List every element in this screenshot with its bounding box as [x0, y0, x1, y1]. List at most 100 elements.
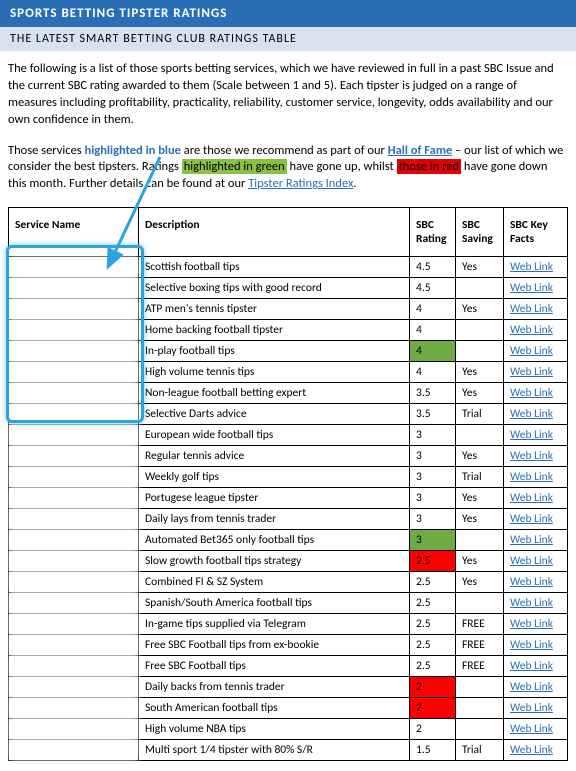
cell-service [9, 551, 139, 572]
cell-rating: 4.5 [410, 278, 456, 299]
web-link[interactable]: Web Link [510, 428, 553, 442]
cell-facts: Web Link [504, 530, 568, 551]
cell-saving: FREE [456, 614, 504, 635]
web-link[interactable]: Web Link [510, 722, 553, 736]
cell-facts: Web Link [504, 404, 568, 425]
cell-saving: FREE [456, 635, 504, 656]
cell-desc: Non-league football betting expert [139, 383, 410, 404]
th-facts: SBC Key Facts [504, 208, 568, 257]
table-row: Slow growth football tips strategy2.5Yes… [9, 551, 568, 572]
cell-rating: 3 [410, 530, 456, 551]
cell-rating: 2.5 [410, 614, 456, 635]
web-link[interactable]: Web Link [510, 512, 553, 526]
web-link[interactable]: Web Link [510, 323, 553, 337]
web-link[interactable]: Web Link [510, 743, 553, 757]
cell-desc: Daily lays from tennis trader [139, 509, 410, 530]
cell-saving: Yes [456, 362, 504, 383]
cell-saving [456, 677, 504, 698]
cell-service [9, 278, 139, 299]
web-link[interactable]: Web Link [510, 533, 553, 547]
table-row: Free SBC Football tips from ex-bookie2.5… [9, 635, 568, 656]
highlight-green: highlighted in green [182, 159, 287, 174]
cell-desc: Home backing football tipster [139, 320, 410, 341]
web-link[interactable]: Web Link [510, 617, 553, 631]
cell-rating: 2 [410, 677, 456, 698]
web-link[interactable]: Web Link [510, 260, 553, 274]
cell-rating: 2 [410, 719, 456, 740]
cell-facts: Web Link [504, 320, 568, 341]
cell-rating: 2.5 [410, 635, 456, 656]
cell-saving [456, 425, 504, 446]
cell-service [9, 593, 139, 614]
cell-desc: Multi sport 1/4 tipster with 80% S/R [139, 740, 410, 761]
th-saving: SBC Saving [456, 208, 504, 257]
cell-desc: Free SBC Football tips [139, 656, 410, 677]
table-row: High volume tennis tips4YesWeb Link [9, 362, 568, 383]
intro-section: The following is a list of those sports … [0, 51, 576, 193]
cell-facts: Web Link [504, 446, 568, 467]
web-link[interactable]: Web Link [510, 302, 553, 316]
tipster-index-link[interactable]: Tipster Ratings Index [248, 176, 353, 191]
cell-desc: Regular tennis advice [139, 446, 410, 467]
cell-desc: Spanish/South America football tips [139, 593, 410, 614]
web-link[interactable]: Web Link [510, 281, 553, 295]
cell-saving: Yes [456, 572, 504, 593]
cell-desc: Weekly golf tips [139, 467, 410, 488]
cell-desc: Portugese league tipster [139, 488, 410, 509]
cell-desc: In-play football tips [139, 341, 410, 362]
table-row: Scottish football tips4.5YesWeb Link [9, 257, 568, 278]
cell-rating: 4.5 [410, 257, 456, 278]
cell-facts: Web Link [504, 509, 568, 530]
cell-rating: 3 [410, 488, 456, 509]
web-link[interactable]: Web Link [510, 470, 553, 484]
th-service: Service Name [9, 208, 139, 257]
hall-of-fame-link[interactable]: Hall of Fame [388, 143, 453, 158]
cell-facts: Web Link [504, 593, 568, 614]
web-link[interactable]: Web Link [510, 407, 553, 421]
cell-rating: 4 [410, 362, 456, 383]
cell-service [9, 320, 139, 341]
cell-saving: Trial [456, 404, 504, 425]
cell-saving: FREE [456, 656, 504, 677]
web-link[interactable]: Web Link [510, 596, 553, 610]
web-link[interactable]: Web Link [510, 659, 553, 673]
cell-facts: Web Link [504, 488, 568, 509]
intro-text: are those we recommend as part of our [181, 143, 388, 158]
intro-text: . [353, 176, 356, 191]
cell-desc: European wide football tips [139, 425, 410, 446]
web-link[interactable]: Web Link [510, 554, 553, 568]
web-link[interactable]: Web Link [510, 386, 553, 400]
web-link[interactable]: Web Link [510, 638, 553, 652]
intro-p1: The following is a list of those sports … [8, 61, 568, 129]
cell-desc: Free SBC Football tips from ex-bookie [139, 635, 410, 656]
th-rating: SBC Rating [410, 208, 456, 257]
table-row: Combined FI & SZ System2.5YesWeb Link [9, 572, 568, 593]
table-row: Automated Bet365 only football tips3Web … [9, 530, 568, 551]
web-link[interactable]: Web Link [510, 344, 553, 358]
web-link[interactable]: Web Link [510, 575, 553, 589]
table-row: In-play football tips4Web Link [9, 341, 568, 362]
cell-saving [456, 593, 504, 614]
cell-facts: Web Link [504, 278, 568, 299]
web-link[interactable]: Web Link [510, 491, 553, 505]
cell-facts: Web Link [504, 257, 568, 278]
web-link[interactable]: Web Link [510, 701, 553, 715]
table-row: High volume NBA tips2Web Link [9, 719, 568, 740]
cell-saving: Yes [456, 488, 504, 509]
web-link[interactable]: Web Link [510, 449, 553, 463]
cell-saving [456, 320, 504, 341]
cell-facts: Web Link [504, 635, 568, 656]
ratings-table-wrap: Service Name Description SBC Rating SBC … [0, 207, 576, 771]
web-link[interactable]: Web Link [510, 365, 553, 379]
cell-service [9, 341, 139, 362]
cell-service [9, 446, 139, 467]
cell-service [9, 614, 139, 635]
cell-rating: 3 [410, 509, 456, 530]
table-row: Spanish/South America football tips2.5We… [9, 593, 568, 614]
table-row: Multi sport 1/4 tipster with 80% S/R1.5T… [9, 740, 568, 761]
table-header-row: Service Name Description SBC Rating SBC … [9, 208, 568, 257]
web-link[interactable]: Web Link [510, 680, 553, 694]
table-row: Selective boxing tips with good record4.… [9, 278, 568, 299]
cell-saving: Yes [456, 509, 504, 530]
cell-facts: Web Link [504, 551, 568, 572]
